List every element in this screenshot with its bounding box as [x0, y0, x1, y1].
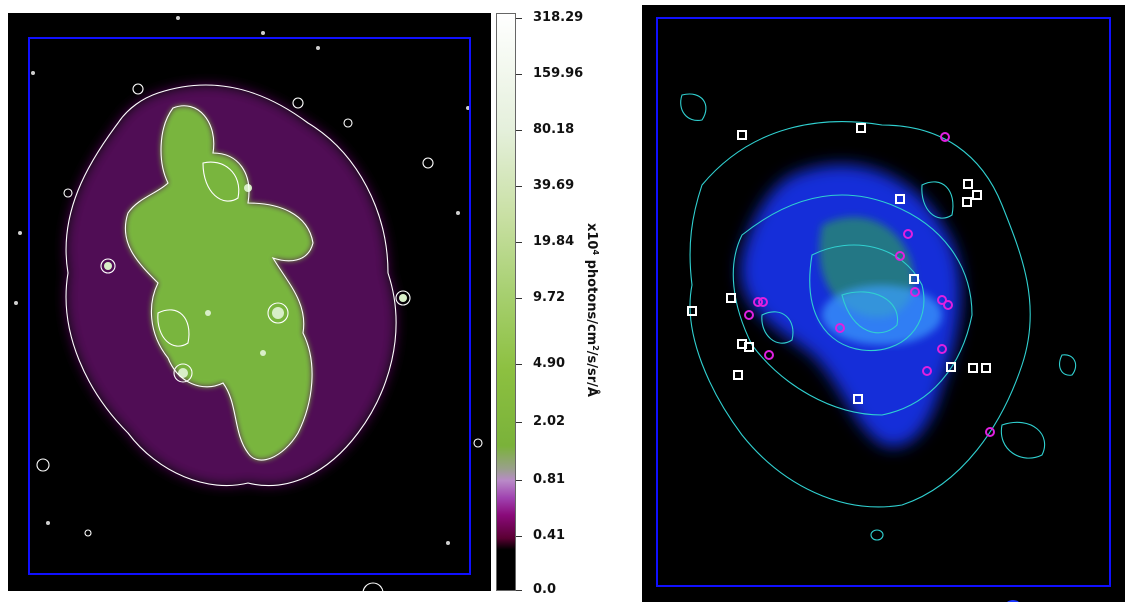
colorbar-tick-label: 159.96	[533, 66, 584, 81]
colorbar-tick-label: 4.90	[533, 356, 566, 371]
green-emission	[125, 105, 313, 461]
circle-marker	[753, 297, 763, 307]
circle-marker	[940, 132, 950, 142]
colorbar-tick-label: 9.72	[533, 290, 566, 305]
composite-map-panel	[642, 5, 1125, 602]
emission-map-panel	[8, 13, 491, 591]
colorbar-tick	[516, 590, 522, 591]
square-marker	[744, 342, 754, 352]
square-marker	[853, 394, 863, 404]
contour-lines	[36, 83, 483, 591]
square-markers	[687, 123, 991, 404]
square-marker	[733, 370, 743, 380]
colorbar-tick-label: 0.41	[533, 528, 566, 543]
square-marker	[726, 293, 736, 303]
circle-marker	[922, 366, 932, 376]
circle-marker	[764, 350, 774, 360]
colorbar-tick	[516, 422, 522, 423]
colorbar-tick-label: 19.84	[533, 234, 575, 249]
colorbar-tick-label: 0.81	[533, 472, 566, 487]
square-marker	[968, 363, 978, 373]
circle-marker	[744, 310, 754, 320]
square-marker	[963, 179, 973, 189]
unit-suffix: /s/sr/Å	[583, 350, 599, 397]
circle-marker	[895, 251, 905, 261]
circle-marker	[758, 297, 768, 307]
colorbar-tick-label: 39.69	[533, 178, 575, 193]
circle-marker	[937, 295, 947, 305]
square-marker	[962, 197, 972, 207]
square-marker	[737, 130, 747, 140]
colorbar-tick	[516, 298, 522, 299]
blue-blob	[1007, 600, 1019, 602]
colorbar-tick	[516, 130, 522, 131]
square-marker	[856, 123, 866, 133]
cyan-core	[822, 285, 942, 345]
right-region-box	[656, 17, 1111, 587]
colorbar-tick	[516, 536, 522, 537]
colorbar-tick-label: 0.0	[533, 582, 557, 597]
unit-mid: photons/cm	[583, 255, 599, 346]
left-region-box	[28, 37, 471, 575]
square-marker	[972, 190, 982, 200]
unit-prefix: x10	[583, 223, 599, 250]
colorbar-tick	[516, 74, 522, 75]
colorbar-tick	[516, 480, 522, 481]
circle-marker	[943, 300, 953, 310]
square-marker	[909, 274, 919, 284]
bright-knots	[104, 184, 407, 378]
colorbar	[496, 13, 516, 591]
square-marker	[895, 194, 905, 204]
circle-marker	[835, 323, 845, 333]
colorbar-tick-label: 318.29	[533, 10, 584, 25]
colorbar-tick	[516, 186, 522, 187]
emission-map-image	[14, 16, 483, 591]
composite-map-image	[680, 93, 1077, 602]
circle-markers	[744, 132, 995, 437]
colorbar-unit-text: x104 photons/cm2/s/sr/Å	[584, 223, 600, 397]
colorbar-tick-label: 2.02	[533, 414, 566, 429]
colorbar-tick-label: 80.18	[533, 122, 575, 137]
circle-marker	[910, 287, 920, 297]
circle-marker	[937, 344, 947, 354]
colorbar-tick	[516, 364, 522, 365]
colorbar-tick	[516, 18, 522, 19]
colorbar-tick	[516, 242, 522, 243]
square-marker	[981, 363, 991, 373]
square-marker	[687, 306, 697, 316]
square-marker	[946, 362, 956, 372]
circle-marker	[985, 427, 995, 437]
circle-marker	[903, 229, 913, 239]
star-points	[14, 16, 470, 545]
